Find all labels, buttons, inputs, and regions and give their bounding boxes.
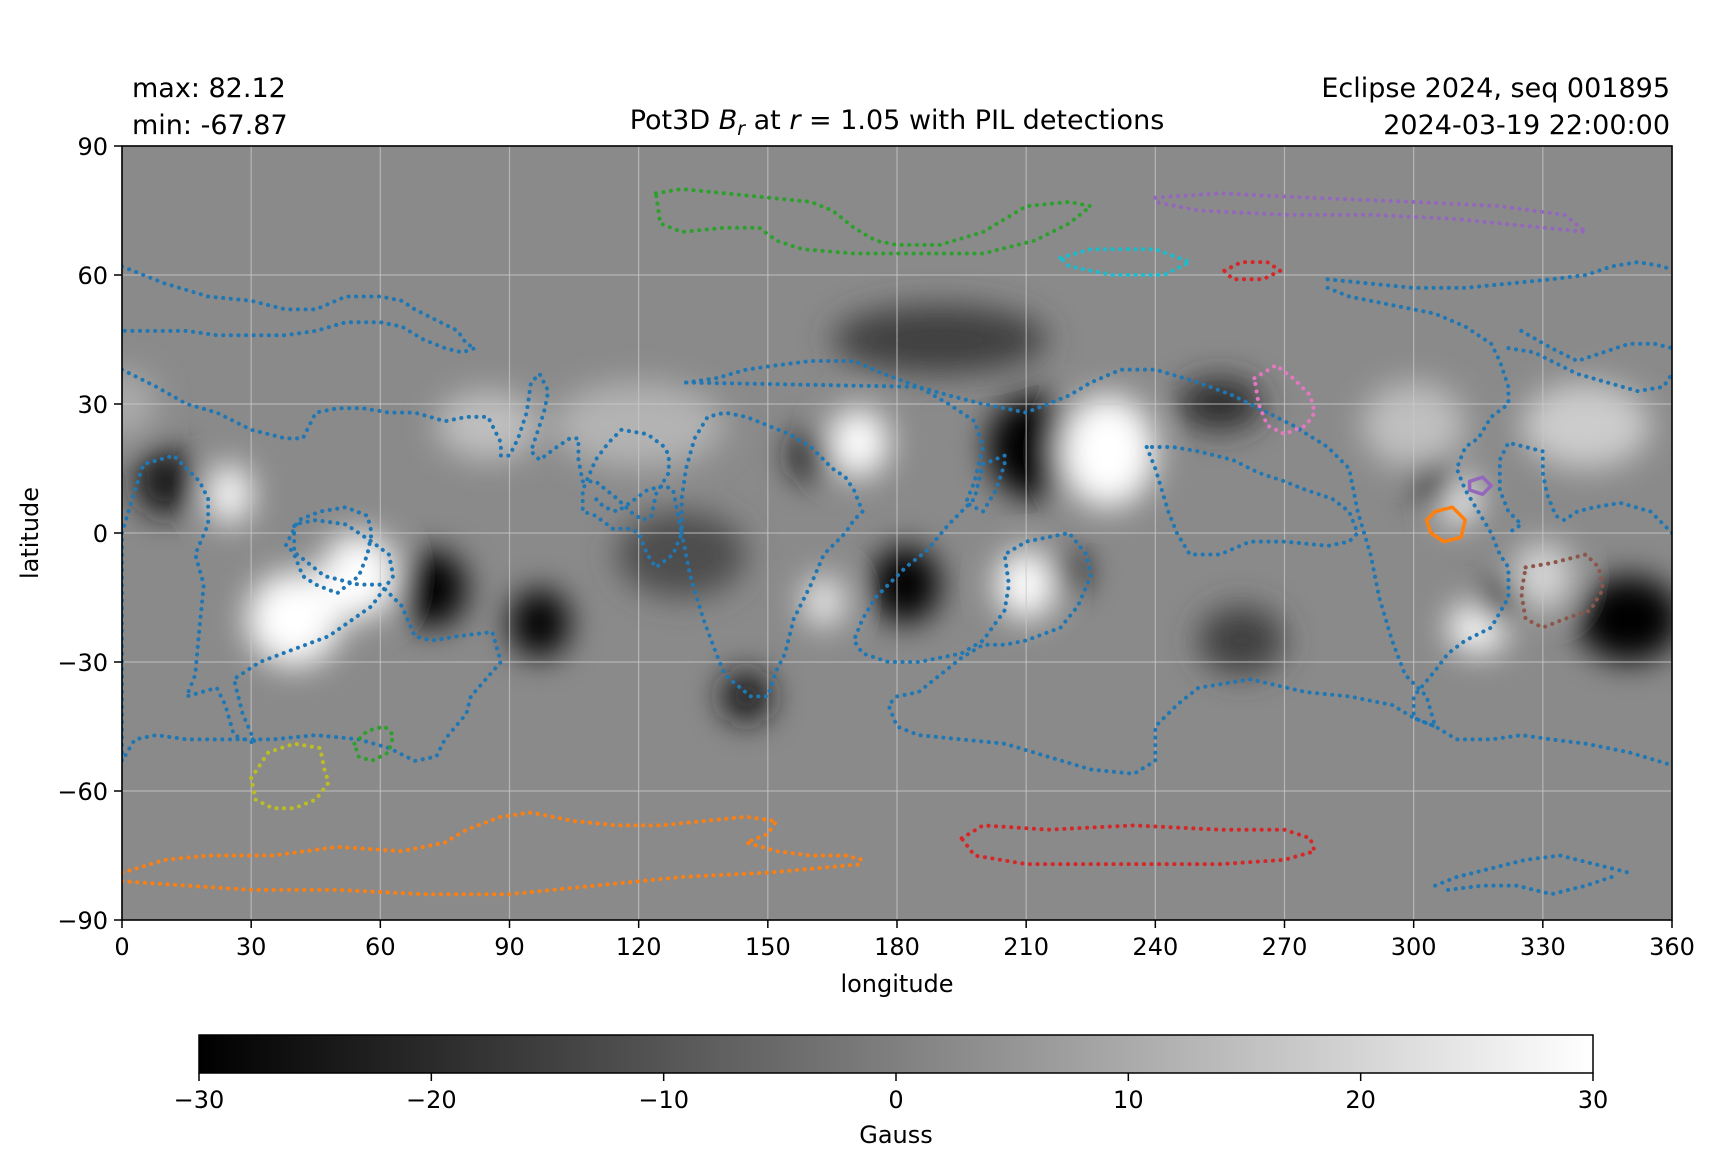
pil-contour	[1424, 505, 1468, 544]
pil-contour	[1058, 247, 1192, 277]
field-blob	[397, 550, 467, 628]
field-blob	[617, 511, 747, 598]
x-tick-label: 300	[1391, 933, 1437, 961]
field-blob	[832, 305, 1048, 374]
chart-title: Pot3D Br at r = 1.05 with PIL detections	[630, 105, 1165, 140]
x-tick-label: 180	[874, 933, 920, 961]
colorbar-ticks: −30 −20 −10 0 10 20 30	[174, 1073, 1609, 1114]
y-tick-label: −90	[57, 907, 108, 935]
field-blob	[246, 571, 342, 667]
x-tick-label: 270	[1262, 933, 1308, 961]
colorbar-tick-label: −30	[174, 1086, 225, 1114]
y-tick-label: 90	[77, 133, 108, 161]
pil-contour	[1153, 191, 1588, 234]
x-tick-label: 60	[365, 933, 396, 961]
y-tick-label: −60	[57, 778, 108, 806]
pil-contour	[122, 453, 503, 763]
pil-contour	[1506, 346, 1672, 394]
x-tick-label: 330	[1520, 933, 1566, 961]
x-tick-label: 210	[1003, 933, 1049, 961]
pil-contour	[1252, 363, 1317, 437]
field-blob	[436, 391, 540, 460]
field-blob	[509, 588, 570, 658]
timestamp-label: 2024-03-19 22:00:00	[1383, 110, 1670, 141]
colorbar: −30 −20 −10 0 10 20 30 Gauss	[174, 1034, 1609, 1149]
colorbar-tick-label: 0	[888, 1086, 903, 1114]
field-blob	[208, 464, 252, 525]
field-blob	[789, 429, 833, 482]
field-blob	[987, 395, 1083, 499]
pil-contour	[1519, 328, 1672, 363]
x-tick-label: 120	[616, 933, 662, 961]
colorbar-tick-label: 20	[1345, 1086, 1376, 1114]
pil-contour	[1519, 552, 1606, 630]
y-axis-ticks: −90 −60 −30 0 30 60 90	[57, 133, 122, 935]
y-tick-label: −30	[57, 649, 108, 677]
pil-contour	[684, 359, 1438, 776]
y-tick-label: 60	[77, 262, 108, 290]
x-tick-label: 0	[114, 933, 129, 961]
y-tick-label: 30	[77, 391, 108, 419]
field-blob	[1577, 576, 1672, 662]
y-axis-label: latitude	[16, 487, 44, 579]
pil-contour	[1497, 440, 1672, 535]
x-tick-label: 30	[236, 933, 267, 961]
field-blob	[1060, 395, 1156, 508]
pil-contour	[1467, 475, 1493, 497]
pil-detections	[122, 187, 1672, 897]
pil-contour	[352, 724, 396, 763]
event-label: Eclipse 2024, seq 001895	[1321, 73, 1670, 104]
field-blob	[1052, 550, 1087, 594]
pil-contour	[122, 862, 865, 897]
field-blob	[1413, 455, 1457, 508]
field-blob	[1521, 382, 1651, 469]
colorbar-gradient	[198, 1034, 1594, 1074]
field-blob	[134, 447, 196, 516]
pil-contour	[122, 810, 865, 875]
plot-area: 0 30 60 90 120 150 180 210 240 270 300 330 360 −90−6…	[57, 133, 1695, 961]
pil-contour	[249, 741, 331, 811]
x-tick-label: 360	[1649, 933, 1695, 961]
field-blob	[1198, 606, 1285, 675]
field-blob	[828, 408, 889, 478]
x-tick-label: 90	[494, 933, 525, 961]
colorbar-tick-label: −10	[638, 1086, 689, 1114]
pil-contour	[1433, 853, 1631, 888]
pil-contour	[1325, 285, 1672, 768]
x-axis-label: longitude	[840, 970, 953, 998]
colorbar-label: Gauss	[859, 1121, 933, 1149]
max-value-label: max: 82.12	[132, 73, 286, 104]
min-value-label: min: -67.87	[132, 110, 288, 141]
pil-contour	[1446, 875, 1614, 897]
x-axis-ticks: 0 30 60 90 120 150 180 210 240 270 300 330 360	[114, 920, 1695, 961]
field-blob	[802, 576, 846, 628]
pil-contour	[679, 410, 865, 699]
colorbar-tick-label: −20	[406, 1086, 457, 1114]
pil-contour	[1222, 260, 1283, 282]
x-tick-label: 150	[745, 933, 791, 961]
field-blob	[1478, 580, 1522, 624]
pil-contour	[122, 367, 684, 570]
colorbar-tick-label: 10	[1113, 1086, 1144, 1114]
y-tick-label: 0	[93, 520, 108, 548]
colorbar-tick-label: 30	[1578, 1086, 1609, 1114]
pil-contour	[122, 264, 478, 355]
pil-contour	[653, 187, 1093, 256]
field-blob	[871, 545, 941, 624]
field-blob	[320, 533, 398, 619]
x-tick-label: 240	[1132, 933, 1178, 961]
